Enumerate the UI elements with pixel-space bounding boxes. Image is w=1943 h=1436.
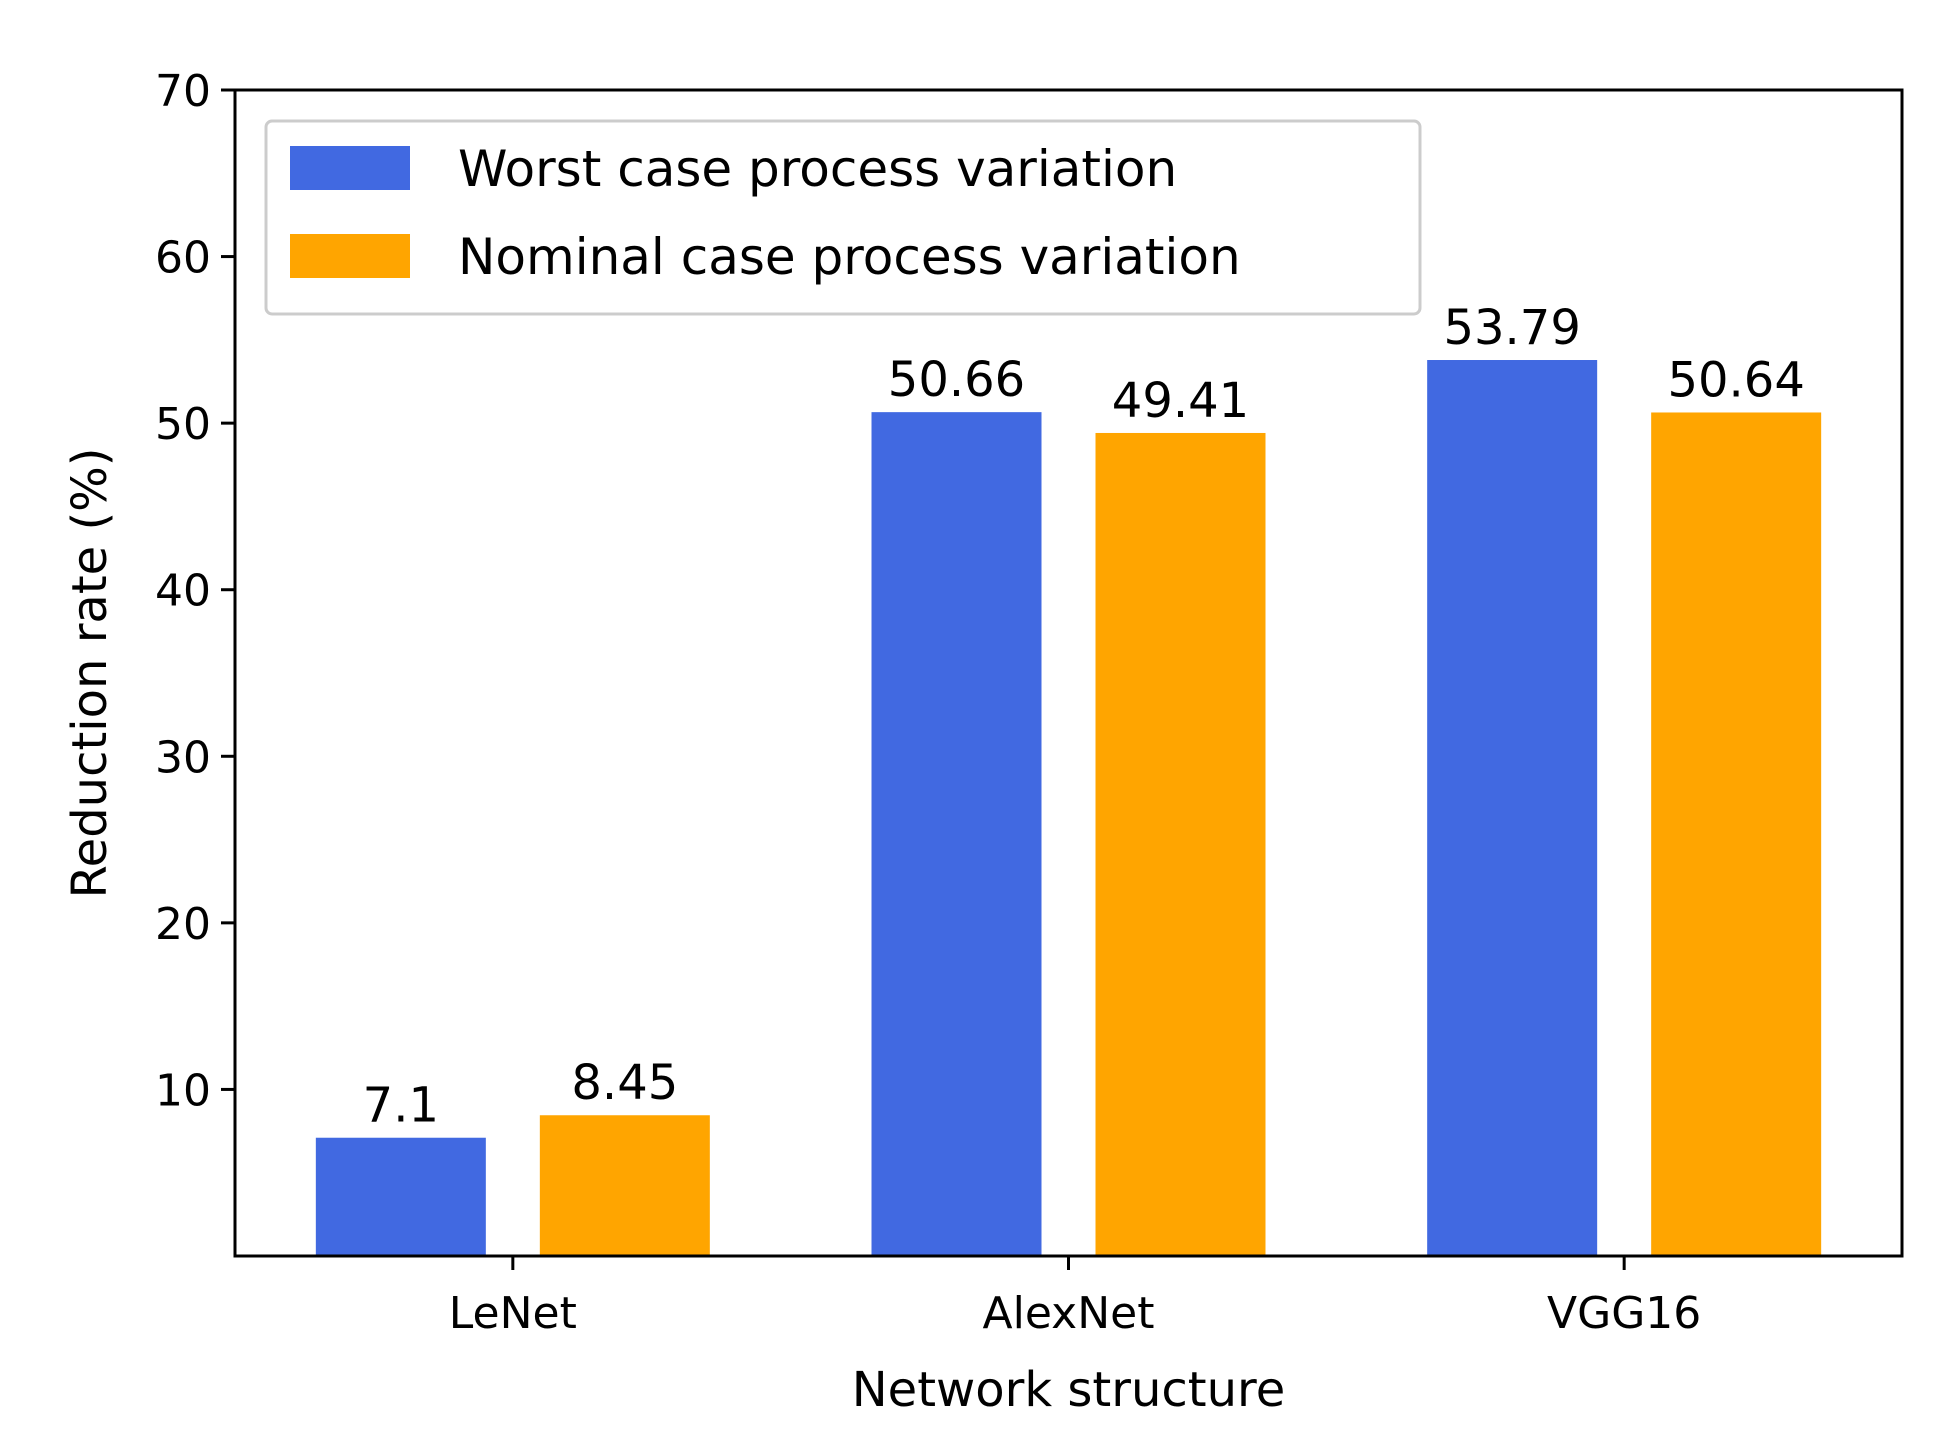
value-label: 53.79 bbox=[1443, 300, 1580, 356]
bar-vgg16-worst-case bbox=[1427, 360, 1598, 1256]
x-tick-label: AlexNet bbox=[983, 1288, 1155, 1339]
value-labels-group: 7.1 8.45 50.66 49.41 53.79 50.64 bbox=[363, 300, 1805, 1134]
value-label: 50.64 bbox=[1667, 352, 1804, 408]
value-label: 50.66 bbox=[888, 352, 1025, 408]
bar-vgg16-nominal-case bbox=[1651, 412, 1822, 1256]
legend: Worst case process variation Nominal cas… bbox=[264, 119, 1422, 316]
x-axis: LeNet AlexNet VGG16 bbox=[449, 1256, 1701, 1339]
y-axis: 10 20 30 40 50 60 70 bbox=[155, 66, 235, 1116]
legend-label-worst-case: Worst case process variation bbox=[458, 140, 1177, 198]
y-tick-label: 40 bbox=[155, 566, 211, 617]
bar-alexnet-nominal-case bbox=[1095, 432, 1266, 1256]
x-tick-label: LeNet bbox=[449, 1288, 577, 1339]
bar-alexnet-worst-case bbox=[871, 412, 1042, 1256]
bar-lenet-nominal-case bbox=[539, 1115, 710, 1256]
y-tick-label: 20 bbox=[155, 899, 211, 950]
bar-lenet-worst-case bbox=[315, 1137, 486, 1256]
legend-box bbox=[264, 119, 1422, 316]
value-label: 49.41 bbox=[1112, 373, 1249, 429]
bars-group bbox=[315, 360, 1822, 1256]
x-tick-label: VGG16 bbox=[1547, 1288, 1701, 1339]
y-tick-label: 10 bbox=[155, 1065, 211, 1116]
legend-swatch-worst-case bbox=[290, 146, 410, 190]
legend-label-nominal-case: Nominal case process variation bbox=[458, 228, 1241, 286]
y-axis-title: Reduction rate (%) bbox=[62, 447, 118, 898]
value-label: 8.45 bbox=[571, 1055, 678, 1111]
x-axis-title: Network structure bbox=[852, 1362, 1286, 1418]
y-tick-label: 60 bbox=[155, 233, 211, 284]
value-label: 7.1 bbox=[363, 1078, 439, 1134]
y-tick-label: 70 bbox=[155, 66, 211, 117]
y-tick-label: 50 bbox=[155, 399, 211, 450]
legend-swatch-nominal-case bbox=[290, 234, 410, 278]
y-tick-label: 30 bbox=[155, 732, 211, 783]
